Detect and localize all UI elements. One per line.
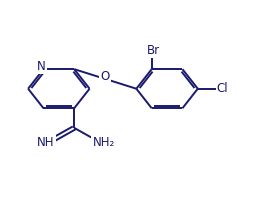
Text: NH: NH	[37, 136, 54, 149]
Text: O: O	[101, 70, 110, 83]
Text: N: N	[37, 60, 46, 73]
Text: NH₂: NH₂	[93, 136, 115, 149]
Text: Cl: Cl	[217, 82, 228, 95]
Text: Br: Br	[146, 44, 160, 57]
